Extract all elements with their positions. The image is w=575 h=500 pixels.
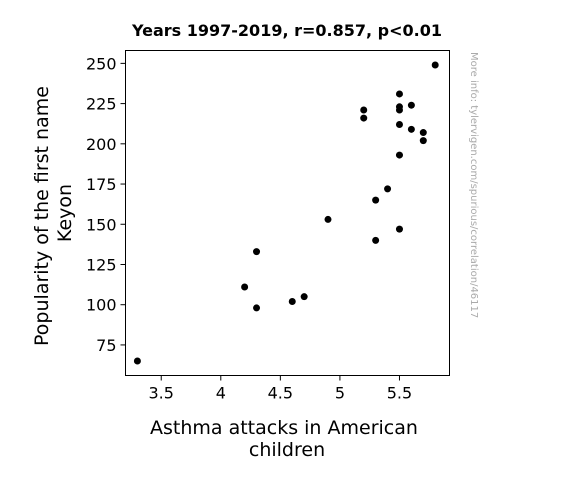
data-point <box>372 236 380 244</box>
data-point <box>395 225 403 233</box>
data-point <box>419 137 427 145</box>
data-points <box>133 61 439 365</box>
plot-frame <box>125 50 450 376</box>
y-tick-label: 225 <box>86 95 117 114</box>
data-point <box>360 106 368 114</box>
y-tick-label: 250 <box>86 54 117 73</box>
y-tick-label: 75 <box>96 336 116 355</box>
y-tick-label: 125 <box>86 255 117 274</box>
x-tick-label: 5.5 <box>387 384 412 403</box>
data-point <box>431 61 439 69</box>
x-axis-title-line-2: children <box>249 439 325 461</box>
data-point <box>395 90 403 98</box>
data-point <box>372 196 380 204</box>
data-point <box>133 357 141 365</box>
y-tick-label: 100 <box>86 296 117 315</box>
x-axis-title: Asthma attacks in American children <box>150 417 424 461</box>
plot-area <box>125 50 450 376</box>
data-point <box>253 248 261 256</box>
y-axis-title: Popularity of the first name Keyon <box>31 80 76 346</box>
data-point <box>300 293 308 301</box>
x-axis-title-line-1: Asthma attacks in American <box>150 417 418 439</box>
data-point <box>288 297 296 305</box>
watermark: More info: tylervigen.com/spurious/corre… <box>468 52 479 318</box>
y-axis-title-line-1: Popularity of the first name <box>31 86 53 346</box>
data-point <box>395 103 403 111</box>
x-tick-label: 5 <box>335 384 345 403</box>
x-tick-label: 4.5 <box>268 384 293 403</box>
y-tick-label: 175 <box>86 175 117 194</box>
y-tick-label: 150 <box>86 215 117 234</box>
x-tick-label: 3.5 <box>149 384 174 403</box>
data-point <box>407 101 415 109</box>
data-point <box>407 125 415 133</box>
chart-title: Years 1997-2019, r=0.857, p<0.01 <box>131 21 442 40</box>
data-point <box>241 283 249 291</box>
data-point <box>395 151 403 159</box>
data-point <box>324 215 332 223</box>
data-point <box>360 114 368 122</box>
y-axis-title-line-2: Keyon <box>54 184 76 242</box>
y-tick-label: 200 <box>86 135 117 154</box>
data-point <box>384 185 392 193</box>
data-point <box>395 121 403 129</box>
data-point <box>253 304 261 312</box>
y-axis: 75 100 125 150 175 200 225 250 <box>86 54 126 355</box>
x-tick-label: 4 <box>216 384 226 403</box>
x-axis: 3.5 4 4.5 5 5.5 <box>149 375 412 403</box>
data-point <box>419 129 427 137</box>
